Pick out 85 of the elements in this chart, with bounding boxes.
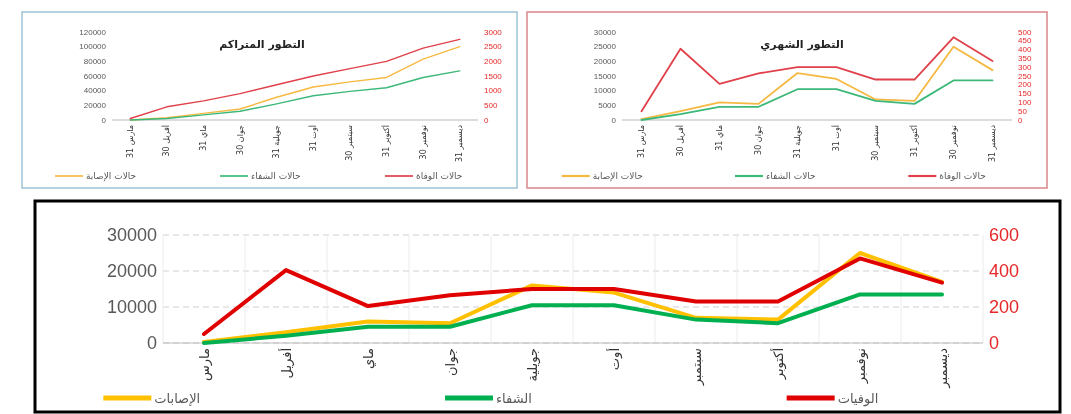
y-tick-label: 0	[611, 115, 617, 125]
x-tick-label: مارس 31	[637, 125, 646, 159]
y2-tick-label: 200	[1018, 80, 1032, 90]
x-tick-label: ديسمبر 31	[455, 124, 465, 163]
y-tick-label: 20000	[106, 261, 157, 281]
x-tick-label: جوان 30	[235, 124, 245, 155]
x-tick-label: نوفمبر 30	[418, 125, 428, 160]
y2-tick-label: 3000	[484, 27, 503, 37]
y2-tick-label: 600	[989, 225, 1020, 245]
x-tick-label: ماي 31	[715, 125, 724, 151]
x-tick-label: مارس	[196, 348, 213, 382]
legend-label: حالات الوفاة	[939, 171, 986, 181]
x-tick-label: سبتمبر	[688, 348, 705, 387]
legend-label: الوفيات	[837, 390, 879, 407]
y-tick-label: 80000	[83, 56, 107, 66]
y-tick-label: 10000	[106, 297, 157, 317]
legend-label: الشفاء	[496, 390, 532, 406]
y-tick-label: 10000	[593, 86, 617, 96]
x-tick-label: جوان 30	[754, 124, 763, 155]
y-tick-label: 120000	[79, 27, 107, 37]
x-tick-label: أفريل 30	[675, 125, 685, 157]
text: التطور المتراكم	[219, 37, 305, 51]
x-tick-label: ماي 31	[199, 125, 208, 151]
y2-tick-label: 250	[1018, 71, 1032, 81]
y-tick-label: 30000	[593, 27, 617, 37]
x-tick-label: ماي	[360, 348, 376, 370]
x-tick-label: سبتمبر 30	[345, 124, 355, 161]
y-tick-label: 20000	[83, 100, 107, 110]
y2-tick-label: 300	[1018, 62, 1032, 72]
legend-label: حالات الوفاة	[416, 171, 463, 181]
y-tick-label: 15000	[593, 71, 617, 81]
legend-label: حالات الشفاء	[766, 171, 816, 181]
y-tick-label: 20000	[593, 56, 617, 66]
y-tick-label: 60000	[83, 71, 107, 81]
line-series	[640, 36, 994, 113]
legend-label: حالات الإصابة	[592, 171, 643, 182]
line-series	[129, 70, 461, 121]
x-tick-label: ديسمبر	[934, 347, 951, 389]
legend-label: الإصابات	[154, 390, 201, 406]
y2-tick-label: 200	[989, 297, 1020, 317]
y2-tick-label: 100	[1018, 97, 1032, 107]
x-tick-label: مارس 31	[125, 125, 135, 159]
y2-tick-label: 400	[989, 261, 1020, 281]
x-tick-label: جويلية	[524, 348, 541, 382]
y2-tick-label: 2000	[484, 56, 503, 66]
y2-tick-label: 1500	[484, 71, 503, 81]
y-tick-label: 40000	[83, 86, 107, 96]
y2-tick-label: 1000	[484, 86, 503, 96]
y-tick-label: 30000	[106, 225, 157, 245]
x-tick-label: أكتوبر 31	[381, 125, 391, 157]
x-tick-label: أفريل	[277, 348, 295, 379]
x-tick-label: نوفمبر	[852, 348, 869, 385]
y2-tick-label: 2500	[484, 42, 503, 52]
legend-label: حالات الشفاء	[251, 171, 301, 181]
y-tick-label: 100000	[79, 42, 107, 52]
y-tick-label: 5000	[598, 100, 617, 110]
y2-tick-label: 50	[1018, 106, 1028, 116]
y2-tick-label: 400	[1018, 45, 1032, 55]
y2-tick-label: 450	[1018, 36, 1032, 46]
y2-tick-label: 350	[1018, 53, 1032, 63]
line-series	[202, 292, 944, 345]
x-tick-label: أكتوبر 31	[909, 125, 919, 157]
y-tick-label: 0	[146, 333, 157, 353]
y2-tick-label: 500	[1018, 27, 1032, 37]
y2-tick-label: 500	[484, 100, 498, 110]
line-series	[640, 79, 994, 121]
x-tick-label: أوت	[605, 348, 623, 371]
y-tick-label: 25000	[593, 42, 617, 52]
x-tick-label: سبتمبر 30	[871, 124, 880, 161]
y2-tick-label: 0	[989, 333, 1000, 353]
x-tick-label: نوفمبر 30	[949, 125, 958, 160]
x-tick-label: أوت 31	[831, 125, 841, 152]
x-tick-label: ديسمبر 31	[988, 124, 997, 163]
y2-tick-label: 150	[1018, 89, 1032, 99]
y-tick-label: 0	[101, 115, 107, 125]
legend-label: حالات الإصابة	[86, 171, 137, 182]
y2-tick-label: 0	[484, 115, 489, 125]
x-tick-label: أوت 31	[307, 125, 318, 152]
y2-tick-label: 0	[1018, 115, 1023, 125]
x-tick-label: جويلية 31	[272, 124, 282, 159]
x-tick-label: جويلية 31	[793, 124, 802, 159]
text: التطور الشهري	[760, 37, 844, 51]
x-tick-label: جوان	[442, 348, 459, 376]
x-tick-label: أكتوبر	[769, 348, 787, 381]
x-tick-label: أفريل 30	[161, 125, 172, 157]
